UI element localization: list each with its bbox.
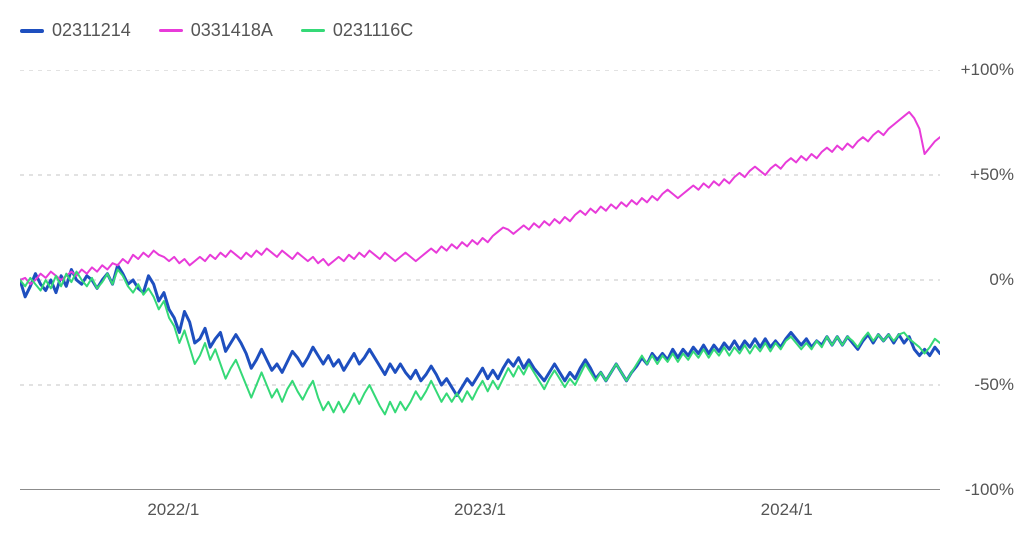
- series-line: [20, 265, 940, 395]
- legend-item: 0231116C: [301, 20, 413, 41]
- gridlines: [20, 70, 940, 385]
- x-axis-tick-label: 2024/1: [761, 500, 813, 520]
- series-line: [20, 112, 940, 284]
- y-axis-tick-label: +50%: [970, 165, 1014, 185]
- legend-label: 0331418A: [191, 20, 273, 41]
- legend-swatch: [20, 29, 44, 33]
- legend-swatch: [159, 29, 183, 32]
- y-axis-tick-label: -50%: [974, 375, 1014, 395]
- legend-label: 0231116C: [333, 20, 413, 41]
- x-axis-tick-label: 2023/1: [454, 500, 506, 520]
- legend-item: 0331418A: [159, 20, 273, 41]
- legend-item: 02311214: [20, 20, 131, 41]
- y-axis-tick-label: 0%: [989, 270, 1014, 290]
- legend: 02311214 0331418A 0231116C: [20, 20, 413, 41]
- y-axis-tick-label: +100%: [961, 60, 1014, 80]
- chart-container: { "chart": { "type": "line", "background…: [0, 0, 1024, 538]
- series-group: [20, 112, 940, 414]
- legend-swatch: [301, 29, 325, 32]
- plot-area: [20, 70, 940, 490]
- y-axis-tick-label: -100%: [965, 480, 1014, 500]
- y-axis-labels: +100%+50%0%-50%-100%: [940, 70, 1014, 490]
- x-axis-tick-label: 2022/1: [147, 500, 199, 520]
- legend-label: 02311214: [52, 20, 131, 41]
